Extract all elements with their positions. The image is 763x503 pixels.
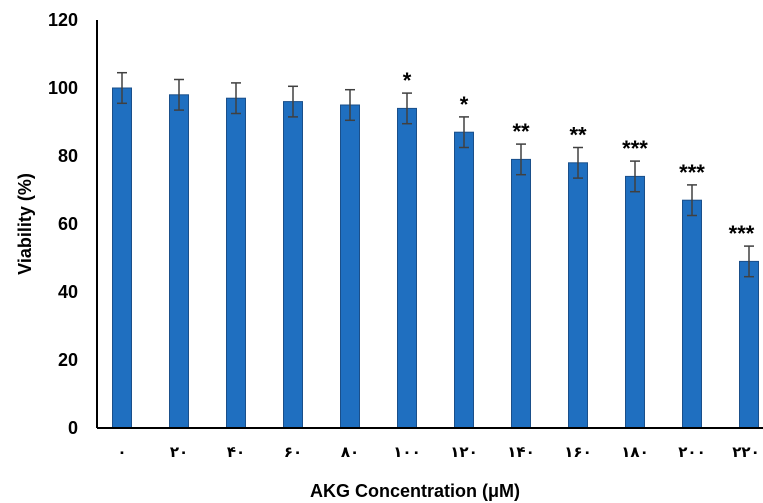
bar [739,260,759,429]
x-tick-label: ٢٠٠ [678,443,705,461]
x-tick-label: ١۶٠ [564,443,591,461]
x-tick-label: ۶٠ [284,443,302,461]
y-axis-ticks: 0 20 40 60 80 100 120 [48,10,78,438]
significance-label: * [403,68,412,93]
y-tick-label: 80 [58,146,78,166]
bar [511,158,531,429]
y-tick-label: 100 [48,78,78,98]
y-tick-label: 40 [58,282,78,302]
x-tick-label: ١٨٠ [621,443,648,461]
error-bars [117,71,754,278]
x-tick-label: ٨٠ [341,443,359,461]
bar [283,101,303,429]
bar [112,87,132,429]
significance-markers: **** *********** [403,68,755,246]
x-axis-title: AKG Concentration (μM) [310,481,520,501]
bar [169,94,189,429]
significance-label: ** [569,123,587,148]
y-tick-label: 20 [58,350,78,370]
x-tick-label: ١۴٠ [507,443,534,461]
y-tick-label: 0 [68,418,78,438]
bar [568,162,588,429]
bar [454,131,474,429]
x-tick-label: ١٠٠ [393,443,420,461]
bar [226,97,246,429]
bars [112,87,759,429]
significance-label: *** [679,160,705,185]
significance-label: ** [512,119,530,144]
bar [625,175,645,429]
significance-label: *** [622,136,648,161]
x-axis-ticks: ٠ ٢٠ ۴٠ ۶٠ ٨٠ ١٠٠ ١٢٠ ١۴٠ ١۶٠ ١٨٠ ٢٠٠ ٢٢٠ [117,443,759,461]
y-tick-label: 120 [48,10,78,30]
x-tick-label: ٢٢٠ [732,443,759,461]
y-axis-title: Viability (%) [15,173,35,275]
x-tick-label: ۴٠ [227,443,245,461]
x-tick-label: ٢٠ [170,443,188,461]
bar [682,199,702,429]
bar [340,104,360,429]
x-tick-label: ١٢٠ [450,443,477,461]
significance-label: *** [729,221,755,246]
bar [397,107,417,429]
x-tick-label: ٠ [117,443,126,461]
significance-label: * [460,92,469,117]
y-tick-label: 60 [58,214,78,234]
